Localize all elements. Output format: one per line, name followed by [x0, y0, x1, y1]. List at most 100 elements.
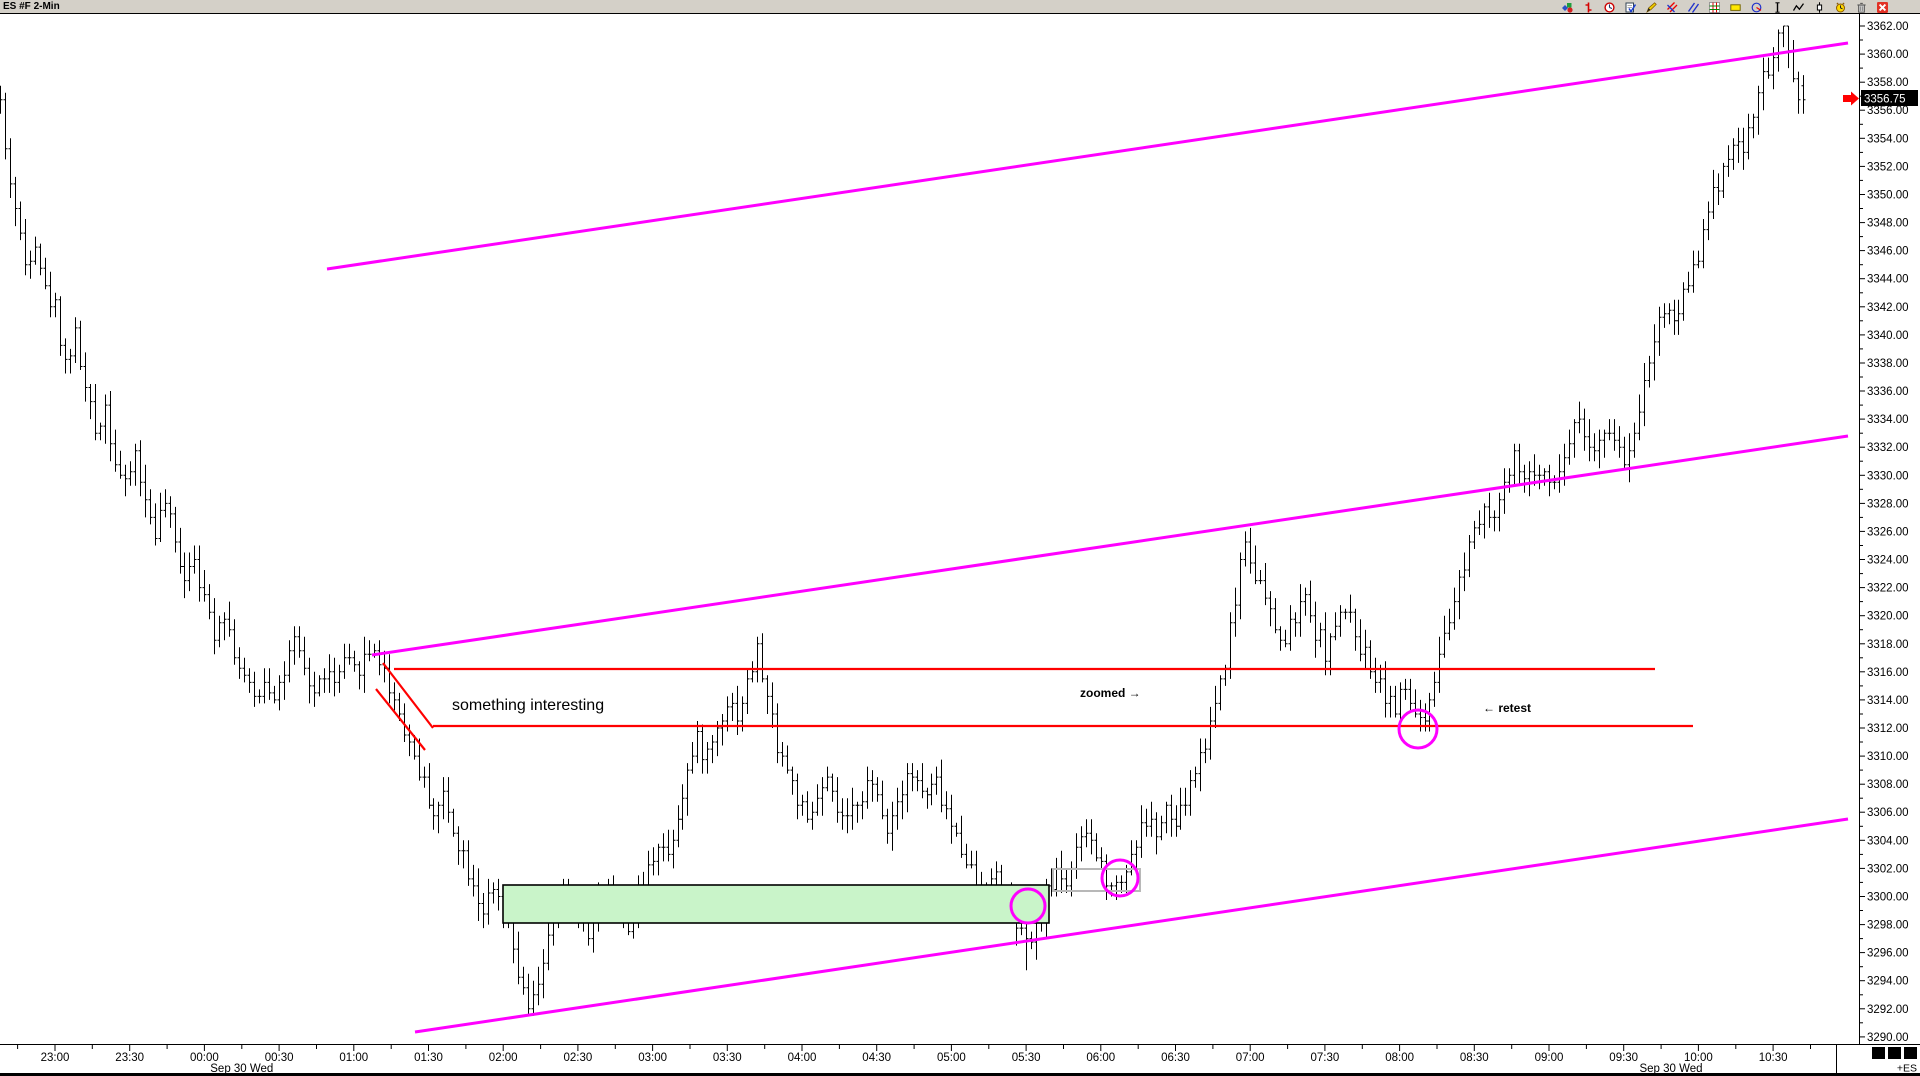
- price-tick-label: 3360.00: [1867, 49, 1909, 61]
- time-tick-label: 04:30: [862, 1052, 891, 1064]
- time-tick-label: 07:00: [1236, 1052, 1265, 1064]
- arc-tool-icon[interactable]: [1751, 2, 1762, 13]
- bottom-border: [0, 1073, 1920, 1076]
- price-tick-label: 3358.00: [1867, 77, 1909, 89]
- last-price-box: [1861, 90, 1918, 106]
- drawing-overlays: [326, 41, 1849, 1034]
- price-tick-label: 3330.00: [1867, 470, 1909, 482]
- clock-icon[interactable]: [1604, 1, 1615, 13]
- time-tick-label: 02:30: [564, 1052, 593, 1064]
- price-tick-label: 3356.00: [1867, 105, 1909, 117]
- vertical-line-tool-icon[interactable]: [1772, 1, 1783, 13]
- chart-objects-icon[interactable]: [1562, 2, 1573, 13]
- time-tick-label: 23:30: [115, 1052, 144, 1064]
- corner-button[interactable]: [1872, 1047, 1885, 1059]
- price-tick-label: 3326.00: [1867, 526, 1909, 538]
- red-diagonal-channel-line: [375, 688, 426, 751]
- time-tick-label: 03:30: [713, 1052, 742, 1064]
- last-price-arrow-icon: [1843, 91, 1859, 106]
- window-titlebar: ES #F 2-Min: [0, 0, 1920, 14]
- price-tick-label: 3348.00: [1867, 218, 1909, 230]
- alarm-clock-icon[interactable]: [1835, 2, 1846, 13]
- price-tick-label: 3346.00: [1867, 246, 1909, 258]
- time-tick-label: 10:30: [1759, 1052, 1788, 1064]
- time-tick-label: 10:00: [1684, 1052, 1713, 1064]
- time-tick-label: 07:30: [1311, 1052, 1340, 1064]
- close-icon[interactable]: [1877, 1, 1888, 13]
- time-tick-label: 08:00: [1385, 1052, 1414, 1064]
- zigzag-tool-icon[interactable]: [1793, 2, 1804, 13]
- window-title: ES #F 2-Min: [3, 1, 60, 12]
- price-scale-ticks: 3362.00 3360.00 3358.00 3356.00 3354.00 3352.…: [1859, 21, 1909, 1044]
- price-tick-label: 3300.00: [1867, 892, 1909, 904]
- price-tick-label: 3298.00: [1867, 920, 1909, 932]
- zoomed-annotation: zoomed →: [1080, 686, 1141, 700]
- time-tick-label: 05:30: [1012, 1052, 1041, 1064]
- price-tick-label: 3314.00: [1867, 695, 1909, 707]
- price-tick-label: 3350.00: [1867, 190, 1909, 202]
- candlestick-tool-icon[interactable]: [1814, 1, 1825, 13]
- price-tick-label: 3352.00: [1867, 161, 1909, 173]
- toolbar: [1562, 1, 1888, 13]
- time-tick-label: 08:30: [1460, 1052, 1489, 1064]
- price-tick-label: 3304.00: [1867, 835, 1909, 847]
- price-tick-label: 3290.00: [1867, 1032, 1909, 1044]
- bar-style-icon[interactable]: [1583, 2, 1594, 13]
- red-diagonal-channel-line: [382, 662, 434, 729]
- retest-annotation: ← retest: [1483, 701, 1531, 715]
- date-label: Sep 30 Wed: [210, 1063, 273, 1075]
- note-annotation: something interesting: [452, 697, 604, 714]
- notes-icon[interactable]: [1625, 2, 1636, 13]
- price-tick-label: 3318.00: [1867, 639, 1909, 651]
- time-tick-label: 01:30: [414, 1052, 443, 1064]
- price-tick-label: 3342.00: [1867, 302, 1909, 314]
- grid-icon[interactable]: [1709, 1, 1720, 13]
- rectangle-tool-icon[interactable]: [1730, 2, 1741, 13]
- corner-button[interactable]: [1904, 1047, 1917, 1059]
- price-tick-label: 3338.00: [1867, 358, 1909, 370]
- price-tick-label: 3320.00: [1867, 611, 1909, 623]
- price-tick-label: 3296.00: [1867, 948, 1909, 960]
- time-tick-label: 04:00: [788, 1052, 817, 1064]
- support-zone-rectangle: [502, 884, 1050, 924]
- price-scale[interactable]: 3362.00 3360.00 3358.00 3356.00 3354.00 3352.…: [1843, 13, 1920, 1044]
- last-price-label: 3356.75: [1864, 94, 1906, 106]
- price-tick-label: 3362.00: [1867, 21, 1909, 33]
- parallel-lines-icon[interactable]: [1688, 2, 1699, 13]
- price-tick-label: 3312.00: [1867, 723, 1909, 735]
- time-tick-label: 03:00: [638, 1052, 667, 1064]
- time-tick-label: 00:00: [190, 1052, 219, 1064]
- date-label: Sep 30 Wed: [1639, 1063, 1702, 1075]
- price-tick-label: 3344.00: [1867, 274, 1909, 286]
- price-tick-label: 3316.00: [1867, 667, 1909, 679]
- price-tick-label: 3324.00: [1867, 555, 1909, 567]
- last-price-marker: 3356.75: [1843, 90, 1918, 106]
- time-axis[interactable]: 23:00 23:30 00:00 00:30 01:00 01:30 02:00 02:30…: [0, 1044, 1920, 1076]
- pencil-draw-icon[interactable]: [1646, 1, 1657, 13]
- delete-tool-icon[interactable]: [1856, 2, 1867, 13]
- price-tick-label: 3302.00: [1867, 863, 1909, 875]
- price-tick-label: 3292.00: [1867, 1004, 1909, 1016]
- price-scale-background: [1860, 13, 1920, 1044]
- price-tick-label: 3306.00: [1867, 807, 1909, 819]
- time-tick-label: 09:00: [1535, 1052, 1564, 1064]
- time-axis-ticks: 23:00 23:30 00:00 00:30 01:00 01:30 02:00 02:30…: [17, 1045, 1811, 1075]
- highlight-circle-annotation: [1009, 887, 1047, 925]
- time-tick-label: 23:00: [41, 1052, 70, 1064]
- corner-button[interactable]: [1888, 1047, 1901, 1059]
- time-tick-label: 09:30: [1609, 1052, 1638, 1064]
- time-tick-label: 00:30: [265, 1052, 294, 1064]
- corner-buttons[interactable]: [1872, 1047, 1917, 1059]
- time-tick-label: 06:00: [1086, 1052, 1115, 1064]
- highlight-circle-annotation: [1397, 708, 1439, 750]
- price-tick-label: 3310.00: [1867, 751, 1909, 763]
- price-tick-label: 3308.00: [1867, 779, 1909, 791]
- corner-symbol-label: +ES: [1897, 1063, 1917, 1075]
- time-tick-label: 02:00: [489, 1052, 518, 1064]
- price-tick-label: 3322.00: [1867, 583, 1909, 595]
- crossed-lines-icon[interactable]: [1667, 1, 1678, 13]
- price-tick-label: 3294.00: [1867, 976, 1909, 988]
- price-tick-label: 3332.00: [1867, 442, 1909, 454]
- time-tick-label: 01:00: [339, 1052, 368, 1064]
